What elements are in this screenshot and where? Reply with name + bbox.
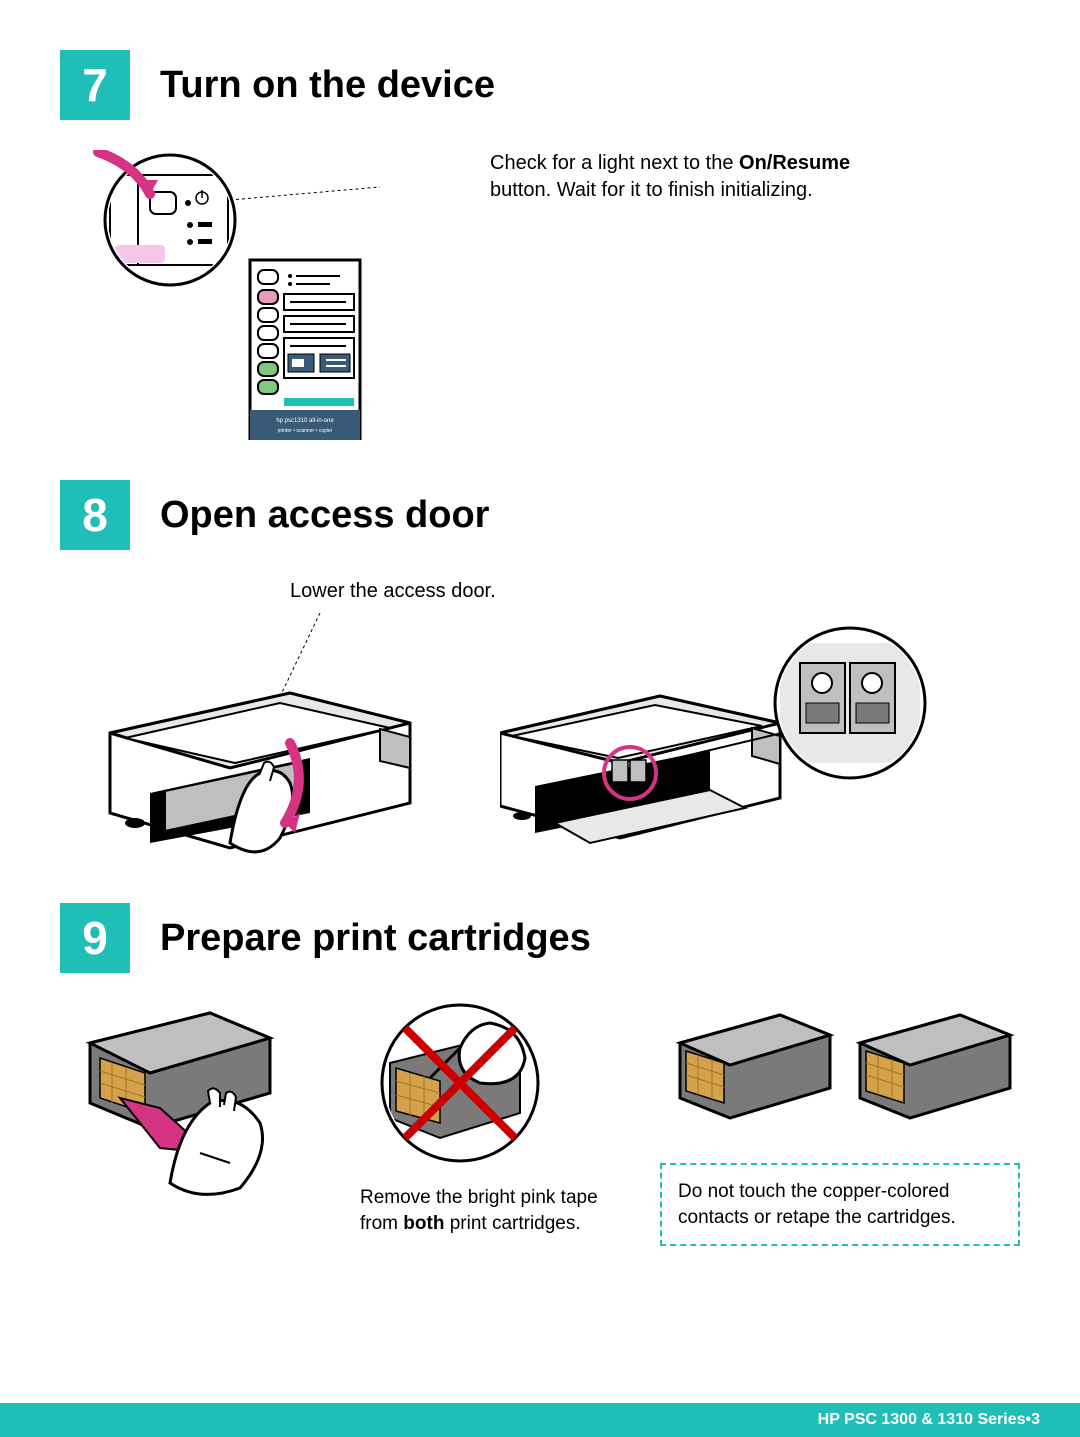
step-8-header: 8 Open access door — [60, 480, 1020, 550]
step-7-body: hp psc1310 all-in-one printer • scanner … — [80, 150, 1020, 440]
step-7-header: 7 Turn on the device — [60, 50, 1020, 120]
step-7-number: 7 — [60, 50, 130, 120]
step-9-body: Remove the bright pink tape from both pr… — [60, 1003, 1020, 1246]
step-8-illustration-right — [500, 623, 930, 873]
cartridge-remove-tape-illustration — [60, 1003, 320, 1203]
step-7-text: Check for a light next to the On/Resume … — [490, 150, 860, 440]
step-8-number: 8 — [60, 480, 130, 550]
svg-text:printer • scanner • copier: printer • scanner • copier — [278, 428, 333, 434]
step-9-col-1 — [60, 1003, 330, 1203]
step-9-col-3: Do not touch the copper-colored contacts… — [660, 1003, 1020, 1246]
step-9-col-2: Remove the bright pink tape from both pr… — [360, 1003, 630, 1236]
page-footer: HP PSC 1300 & 1310 Series • 3 — [0, 1403, 1080, 1437]
do-not-touch-illustration — [360, 1003, 600, 1173]
warning-box: Do not touch the copper-colored contacts… — [660, 1163, 1020, 1246]
step-8-illustration-left — [80, 613, 440, 873]
step-9-number: 9 — [60, 903, 130, 973]
step-8-body: Lower the access door. — [80, 580, 1020, 873]
footer-page: 3 — [1031, 1411, 1040, 1429]
step-9-title: Prepare print cartridges — [160, 917, 591, 960]
step-9-header: 9 Prepare print cartridges — [60, 903, 1020, 973]
step-7-illustration: hp psc1310 all-in-one printer • scanner … — [80, 150, 380, 440]
step-8-title: Open access door — [160, 494, 489, 537]
step-7-title: Turn on the device — [160, 64, 495, 107]
svg-text:hp psc1310 all-in-one: hp psc1310 all-in-one — [276, 418, 334, 424]
step-8-label: Lower the access door. — [290, 580, 1020, 603]
step-9-caption: Remove the bright pink tape from both pr… — [360, 1185, 630, 1236]
footer-product: HP PSC 1300 & 1310 Series — [818, 1411, 1026, 1429]
two-cartridges-illustration — [660, 1003, 1020, 1153]
